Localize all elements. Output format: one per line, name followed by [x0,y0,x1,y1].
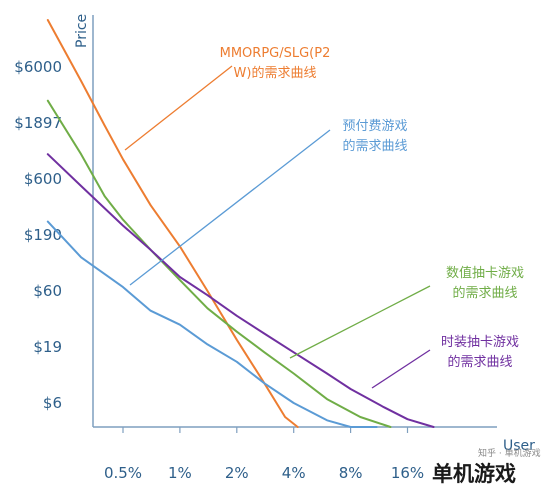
annotation-leader-1 [129,129,331,286]
y-tick-label: $600 [24,170,62,188]
x-tick-label: 2% [225,464,249,482]
annotation-line: 数值抽卡游戏 [446,265,524,281]
x-ticks: 0.5% 1% 2% 4% 8% 16% [104,427,424,482]
annotations: MMORPG/SLG(P2 W)的需求曲线预付费游戏的需求曲线数值抽卡游戏的需求曲… [220,46,524,370]
y-ticks: $6000 $1897 $600 $190 $60 $19 $6 [14,58,62,412]
x-tick-label: 4% [282,464,306,482]
axes [92,15,497,428]
annotation-1: 预付费游戏的需求曲线 [342,119,407,154]
annotation-leader-2 [289,285,431,359]
x-tick-label: 0.5% [104,464,142,482]
x-axis-title: User [503,438,535,454]
series-line-3 [46,153,435,428]
watermark: 知乎 · 单机游戏 单机游戏 [432,447,541,486]
series-line-1 [46,220,378,428]
annotation-line: 的需求曲线 [447,354,512,370]
y-axis-title: Price [74,14,90,48]
watermark-logo-text: 单机游戏 [432,462,516,486]
x-tick-label: 1% [168,464,192,482]
x-tick-label: 16% [391,464,424,482]
y-tick-label: $19 [33,338,62,356]
annotation-3: 时装抽卡游戏的需求曲线 [441,335,519,370]
annotation-0: MMORPG/SLG(P2 W)的需求曲线 [220,46,331,81]
y-tick-label: $1897 [14,114,62,132]
annotation-leader-3 [371,349,431,389]
y-tick-label: $190 [24,226,62,244]
series-line-2 [46,99,392,428]
y-tick-label: $6000 [14,58,62,76]
series-line-0 [46,19,299,428]
y-tick-label: $60 [33,282,62,300]
annotation-line: W)的需求曲线 [234,65,317,81]
annotation-line: 的需求曲线 [452,285,517,301]
annotation-leaders [124,65,431,389]
y-tick-label: $6 [43,394,62,412]
annotation-leader-0 [124,65,233,151]
annotation-2: 数值抽卡游戏的需求曲线 [446,265,524,301]
annotation-line: 预付费游戏 [342,119,407,134]
annotation-line: 的需求曲线 [342,138,407,154]
annotation-line: MMORPG/SLG(P2 [220,46,331,61]
x-tick-label: 8% [339,464,363,482]
watermark-small-text: 知乎 · 单机游戏 [478,447,541,459]
series-layer [46,19,435,428]
annotation-line: 时装抽卡游戏 [441,335,519,350]
